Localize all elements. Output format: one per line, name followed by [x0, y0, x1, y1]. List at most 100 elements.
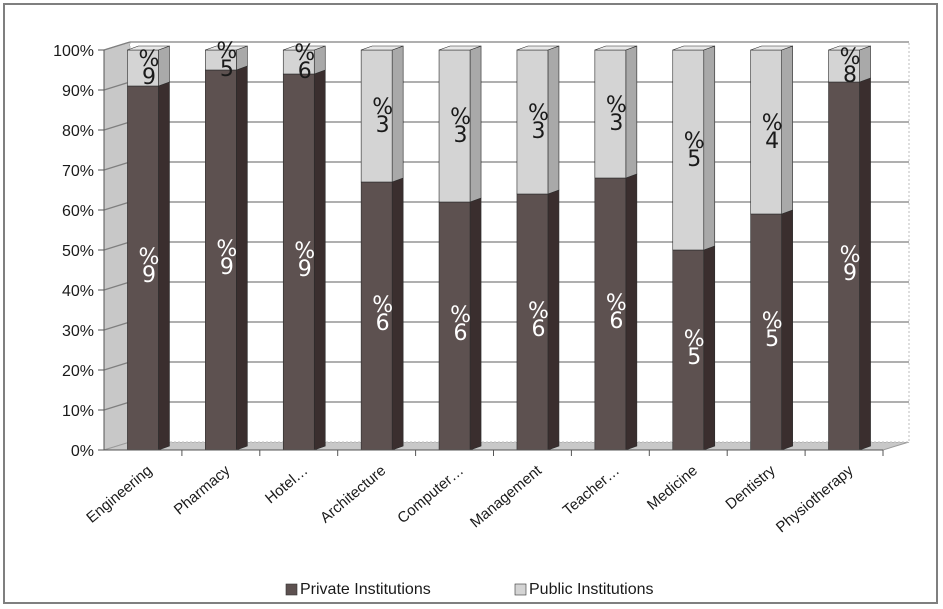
bar-private-side [158, 81, 170, 451]
y-tick-label: 10% [62, 403, 94, 420]
bar-public [594, 49, 627, 179]
data-label-public: 6 [298, 59, 312, 84]
y-tick-label: 60% [62, 203, 94, 220]
data-label-public: % [372, 95, 393, 120]
data-label-private: % [528, 299, 549, 324]
data-label-private: 9 [843, 261, 857, 286]
x-tick-label: Architecture [317, 462, 389, 526]
data-label-public: 3 [609, 111, 623, 136]
y-tick-label: 20% [62, 363, 94, 380]
bar-public-top [750, 45, 793, 51]
y-tick-label: 0% [71, 443, 94, 460]
gridline-diagonal [103, 401, 131, 411]
gridline-diagonal [103, 41, 131, 51]
data-label-private: % [216, 237, 237, 262]
gridline-diagonal [103, 241, 131, 251]
data-label-private: 6 [531, 317, 545, 342]
data-label-private: % [450, 303, 471, 328]
bar-private-side [236, 65, 248, 451]
x-tick-label: Hotel… [262, 462, 311, 507]
data-label-private: % [294, 239, 315, 264]
data-label-public: 3 [531, 119, 545, 144]
data-label-private: 9 [220, 255, 234, 280]
gridline-diagonal [103, 81, 131, 91]
data-label-public: % [762, 111, 783, 136]
gridline-diagonal [103, 161, 131, 171]
data-label-public: % [606, 93, 627, 118]
data-label-public: % [840, 45, 861, 70]
bar-public-top [672, 45, 715, 51]
x-axis: Engineering Pharmacy Hotel… Architecture Com… [83, 449, 884, 536]
legend-label-public: Public Institutions [529, 581, 654, 598]
data-label-public: 3 [454, 123, 468, 148]
data-label-public: 8 [843, 63, 857, 88]
gridline-diagonal [103, 321, 131, 331]
x-tick-label: Dentistry [722, 462, 779, 513]
bar-private [828, 81, 860, 451]
bar-public-top [828, 45, 871, 51]
x-tick-label: Engineering [83, 462, 155, 526]
bar-public-side [547, 45, 560, 195]
x-tick-label: Medicine [644, 462, 701, 514]
data-label-private: % [372, 293, 393, 318]
bar-public-top [205, 45, 248, 51]
legend-swatch-public [514, 583, 527, 596]
bar-private [594, 177, 627, 451]
x-tick-label: Computer… [394, 462, 467, 527]
bar-public [360, 49, 393, 183]
bar-private-side [859, 77, 871, 451]
data-label-public: % [294, 41, 315, 66]
data-label-private: 5 [687, 345, 701, 370]
bar-private [127, 85, 159, 451]
y-tick-label: 100% [53, 43, 94, 60]
bar-private-side [391, 177, 404, 451]
data-label-public: % [216, 39, 237, 64]
bar-public-top [361, 45, 404, 51]
x-tick-label: Teacher… [560, 462, 623, 519]
y-tick-label: 90% [62, 83, 94, 100]
gridline-diagonal [103, 201, 131, 211]
bar-private-side [547, 189, 560, 451]
data-label-public: 3 [376, 113, 390, 138]
data-label-private: % [138, 245, 159, 270]
x-tick-label: Pharmacy [171, 462, 234, 519]
bar-public-side [859, 45, 871, 83]
bar-public [750, 49, 782, 215]
bar-public-top [283, 45, 326, 51]
data-label-public: 4 [765, 129, 779, 154]
bar-public-side [625, 45, 638, 179]
bars [127, 45, 871, 451]
gridline-diagonal [103, 281, 131, 291]
bar-public-side [781, 45, 793, 215]
legend: Private Institutions Public Institutions [285, 581, 654, 598]
bar-private [750, 213, 782, 451]
data-label-private: 6 [454, 321, 468, 346]
data-label-private: % [762, 309, 783, 334]
data-label-public: % [450, 105, 471, 130]
bar-public-side [469, 45, 482, 203]
bar-private [516, 193, 549, 451]
y-tick-label: 80% [62, 123, 94, 140]
x-tick-label: Management [467, 462, 546, 532]
data-label-private: 9 [298, 257, 312, 282]
bar-private [282, 73, 315, 451]
data-label-private: 6 [609, 309, 623, 334]
bar-public-side [391, 45, 404, 183]
data-label-public: % [684, 129, 705, 154]
data-label-public: 5 [687, 147, 701, 172]
data-labels: %9%9%9%5%9%6%6%3%6%3%6%3%6%3%5%5%5%4%9%8 [138, 39, 860, 370]
bar-private-side [469, 197, 482, 451]
data-label-private: 6 [376, 311, 390, 336]
data-label-private: % [684, 327, 705, 352]
bar-private-side [781, 209, 793, 451]
y-tick-label: 70% [62, 163, 94, 180]
bar-private [672, 249, 705, 451]
bar-public [516, 49, 549, 195]
bar-private-side [313, 69, 326, 451]
bar-public-top [516, 45, 560, 51]
bar-public-side [313, 45, 326, 75]
bar-private [438, 201, 471, 451]
bar-private-side [625, 173, 638, 451]
bar-public [282, 49, 315, 75]
